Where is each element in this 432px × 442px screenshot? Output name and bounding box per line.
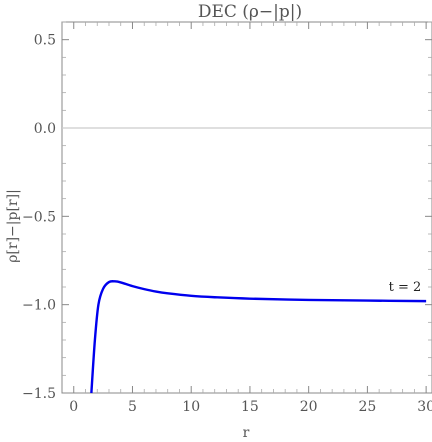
x-tick-label: 20 xyxy=(300,399,318,415)
y-tick-label: −1.0 xyxy=(22,298,56,314)
axis-ticks xyxy=(62,21,432,394)
axis-tick-labels: 0 5 10 15 20 25 30 0.5 0.0 −0.5 −1.0 −1.5 xyxy=(22,33,432,415)
x-tick-label: 5 xyxy=(128,399,137,415)
y-tick-label: −1.5 xyxy=(22,386,56,402)
chart-title: DEC (ρ−|p|) xyxy=(198,2,302,22)
series-line-0 xyxy=(90,280,427,394)
y-tick-label: 0.5 xyxy=(34,33,56,49)
x-tick-label: 30 xyxy=(417,399,432,415)
y-axis-label: ρ[r]−|p[r]| xyxy=(5,189,21,263)
x-tick-label: 0 xyxy=(69,399,78,415)
x-tick-label: 25 xyxy=(358,399,376,415)
series-annotation: t = 2 xyxy=(389,280,422,295)
series-group xyxy=(90,280,427,394)
y-tick-label: 0.0 xyxy=(34,121,56,137)
plot-border xyxy=(61,21,432,394)
annotations: t = 2 xyxy=(389,280,422,295)
x-tick-label: 15 xyxy=(241,399,259,415)
x-tick-label: 10 xyxy=(182,399,200,415)
plot-frame xyxy=(61,21,432,394)
x-axis-label: r xyxy=(243,425,250,441)
y-tick-label: −0.5 xyxy=(22,209,56,225)
